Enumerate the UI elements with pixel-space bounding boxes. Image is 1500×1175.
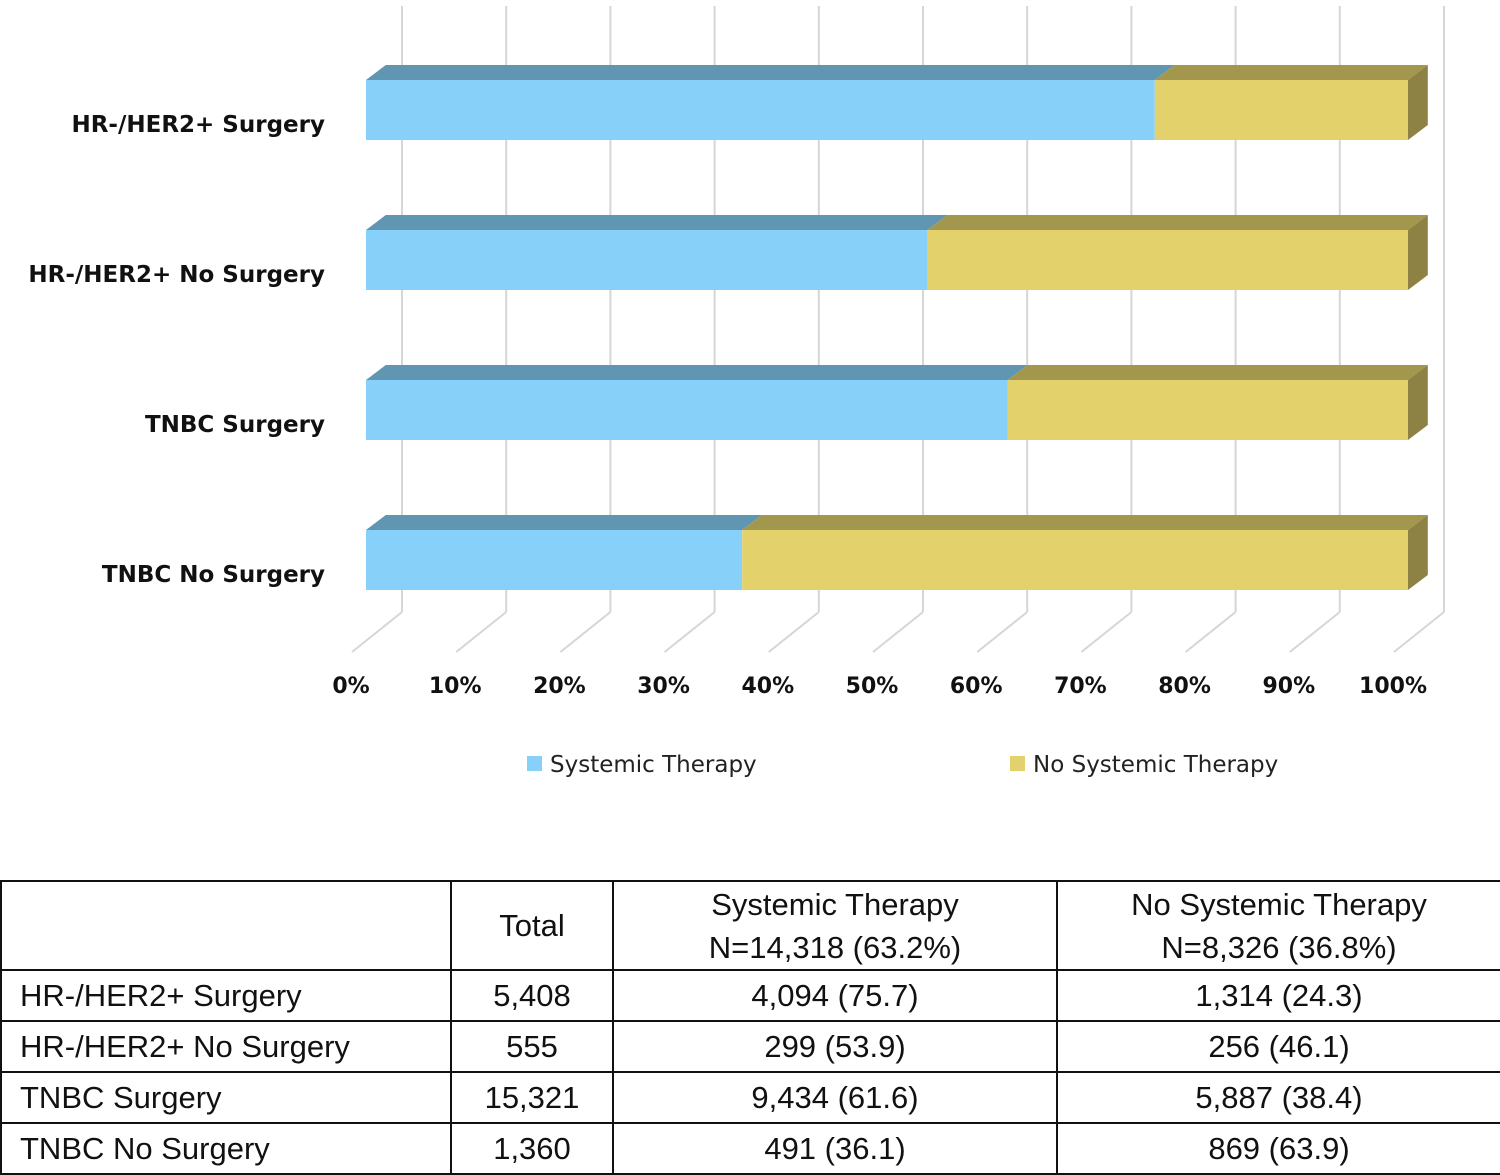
bar-top-face xyxy=(366,215,948,230)
header-total: Total xyxy=(450,880,614,971)
floor-gridline xyxy=(351,611,403,653)
legend: Systemic Therapy No Systemic Therapy xyxy=(527,752,1278,778)
bar-segment xyxy=(742,530,1408,590)
floor-gridline xyxy=(663,611,716,653)
cell-total: 15,321 xyxy=(450,1071,614,1124)
legend-label: No Systemic Therapy xyxy=(1033,752,1278,778)
cell-systemic: 299 (53.9) xyxy=(612,1020,1058,1073)
cell-total: 555 xyxy=(450,1020,614,1073)
cell-no-systemic: 869 (63.9) xyxy=(1056,1122,1500,1175)
floor-gridline xyxy=(1080,611,1133,653)
bar-top-face xyxy=(366,515,762,530)
x-tick-label: 40% xyxy=(741,674,794,699)
table-row: HR-/HER2+ No Surgery 555 299 (53.9) 256 … xyxy=(0,1020,1500,1073)
cell-no-systemic: 256 (46.1) xyxy=(1056,1020,1500,1073)
bar-segment xyxy=(1154,80,1408,140)
header-no-systemic-therapy: No Systemic Therapy N=8,326 (36.8%) xyxy=(1056,880,1500,971)
bar-segment xyxy=(366,530,743,590)
row-label: TNBC Surgery xyxy=(0,1071,452,1124)
category-label: TNBC Surgery xyxy=(145,412,325,438)
data-table: Total Systemic Therapy N=14,318 (63.2%) … xyxy=(0,880,1500,1175)
cell-no-systemic: 1,314 (24.3) xyxy=(1056,969,1500,1022)
header-empty xyxy=(0,880,452,971)
bar-top-face xyxy=(1007,365,1428,380)
x-tick-labels: 0% 10% 20% 30% 40% 50% 60% 70% 80% 90% 100% xyxy=(332,674,1427,699)
header-systemic-therapy: Systemic Therapy N=14,318 (63.2%) xyxy=(612,880,1058,971)
x-tick-label: 50% xyxy=(846,674,899,699)
category-label: HR-/HER2+ No Surgery xyxy=(28,262,325,288)
bar-segment xyxy=(366,80,1155,140)
bar-top-face xyxy=(1154,65,1428,80)
bar-side-face xyxy=(1408,215,1428,290)
cell-systemic: 491 (36.1) xyxy=(612,1122,1058,1175)
bar-segment xyxy=(1007,380,1408,440)
floor-gridline xyxy=(872,611,924,653)
x-tick-label: 20% xyxy=(533,674,586,699)
x-tick-label: 70% xyxy=(1054,674,1107,699)
bar-side-face xyxy=(1408,365,1428,440)
x-tick-label: 60% xyxy=(950,674,1003,699)
row-label: HR-/HER2+ No Surgery xyxy=(0,1020,452,1073)
table-row: HR-/HER2+ Surgery 5,408 4,094 (75.7) 1,3… xyxy=(0,969,1500,1022)
cell-systemic: 4,094 (75.7) xyxy=(612,969,1058,1022)
bar-side-face xyxy=(1408,515,1428,590)
bar-top-face xyxy=(366,365,1028,380)
bars xyxy=(366,65,1428,590)
bar-segment xyxy=(366,380,1008,440)
x-tick-label: 10% xyxy=(429,674,482,699)
cell-no-systemic: 5,887 (38.4) xyxy=(1056,1071,1500,1124)
category-label: TNBC No Surgery xyxy=(102,562,325,588)
floor-gridline xyxy=(1393,611,1445,653)
floor-gridline xyxy=(559,611,612,653)
category-labels: HR-/HER2+ Surgery HR-/HER2+ No Surgery TNB… xyxy=(28,112,325,588)
table-row: TNBC Surgery 15,321 9,434 (61.6) 5,887 (… xyxy=(0,1071,1500,1124)
legend-label: Systemic Therapy xyxy=(550,752,757,778)
legend-swatch xyxy=(527,756,542,771)
x-tick-label: 30% xyxy=(637,674,690,699)
x-tick-label: 90% xyxy=(1262,674,1315,699)
bar-top-face xyxy=(366,65,1175,80)
bar-top-face xyxy=(927,215,1428,230)
bar-segment xyxy=(366,230,928,290)
floor-gridline xyxy=(455,611,507,653)
x-tick-label: 80% xyxy=(1158,674,1211,699)
floor-gridline xyxy=(976,611,1028,653)
floor-gridline xyxy=(768,611,820,653)
bar-top-face xyxy=(742,515,1428,530)
table-row: TNBC No Surgery 1,360 491 (36.1) 869 (63… xyxy=(0,1122,1500,1175)
table-header-row: Total Systemic Therapy N=14,318 (63.2%) … xyxy=(0,880,1500,971)
legend-swatch xyxy=(1010,756,1025,771)
floor-gridline xyxy=(1184,611,1237,653)
row-label: HR-/HER2+ Surgery xyxy=(0,969,452,1022)
cell-total: 1,360 xyxy=(450,1122,614,1175)
x-tick-label: 100% xyxy=(1359,674,1427,699)
bar-segment xyxy=(927,230,1408,290)
cell-total: 5,408 xyxy=(450,969,614,1022)
bar-side-face xyxy=(1408,65,1428,140)
stacked-bar-chart: HR-/HER2+ Surgery HR-/HER2+ No Surgery TNB… xyxy=(28,6,1445,778)
x-tick-label: 0% xyxy=(332,674,369,699)
category-label: HR-/HER2+ Surgery xyxy=(71,112,325,138)
floor-gridline xyxy=(1289,611,1341,653)
row-label: TNBC No Surgery xyxy=(0,1122,452,1175)
cell-systemic: 9,434 (61.6) xyxy=(612,1071,1058,1124)
